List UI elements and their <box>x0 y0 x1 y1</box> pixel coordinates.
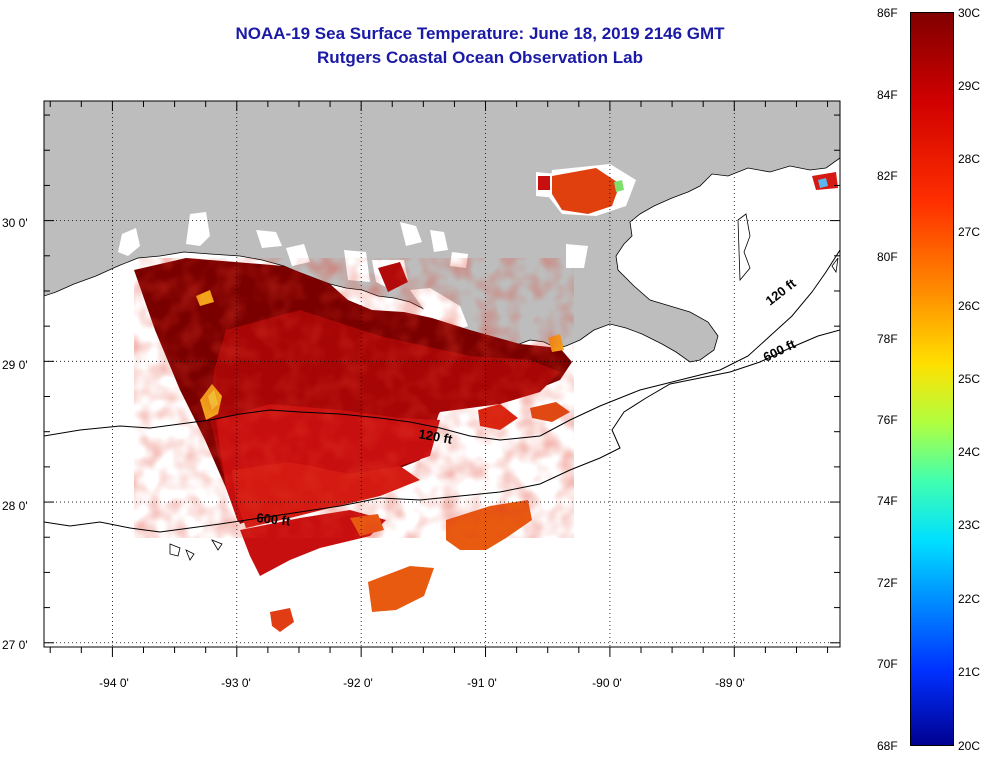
colorbar-c-label: 24C <box>958 445 981 459</box>
lake <box>640 232 742 300</box>
lat-label-27: 27 0' <box>2 638 28 652</box>
colorbar-f-label: 72F <box>877 576 898 590</box>
lon-label-92: -92 0' <box>343 676 373 690</box>
contour-120ft <box>44 249 840 441</box>
lake <box>118 228 140 256</box>
colorbar-c-label: 22C <box>958 592 981 606</box>
lat-label-30: 30 0' <box>2 216 28 230</box>
lon-label-91: -91 0' <box>467 676 497 690</box>
lake <box>744 180 840 286</box>
lake <box>400 222 422 246</box>
colorbar-f-label: 68F <box>877 739 898 753</box>
colorbar-f-label: 76F <box>877 413 898 427</box>
lon-label-90: -90 0' <box>592 676 622 690</box>
colorbar-c-label: 27C <box>958 225 981 239</box>
lon-label-93: -93 0' <box>221 676 251 690</box>
colorbar-f-label: 78F <box>877 332 898 346</box>
colorbar-c-label: 29C <box>958 79 981 93</box>
frame-ticks <box>44 101 840 657</box>
coast-island <box>169 213 839 561</box>
colorbar-c-label: 30C <box>958 6 981 20</box>
colorbar-c-label: 28C <box>958 152 981 166</box>
lat-label-29: 29 0' <box>2 358 28 372</box>
lat-label-28: 28 0' <box>2 499 28 513</box>
contour-label: 600 ft <box>256 510 292 529</box>
grid-lines <box>44 101 840 647</box>
contour-label: 120 ft <box>417 426 454 447</box>
colorbar-c-label: 23C <box>958 518 981 532</box>
lon-label-89: -89 0' <box>715 676 745 690</box>
temperature-colorbar <box>910 12 954 746</box>
colorbar-c-label: 26C <box>958 299 981 313</box>
colorbar-c-label: 20C <box>958 739 981 753</box>
colorbar-f-label: 86F <box>877 6 898 20</box>
colorbar-f-label: 84F <box>877 88 898 102</box>
colorbar-f-label: 80F <box>877 250 898 264</box>
colorbar-f-label: 70F <box>877 657 898 671</box>
lon-label-94: -94 0' <box>99 676 129 690</box>
title-line-1: NOAA-19 Sea Surface Temperature: June 18… <box>235 24 725 43</box>
lake <box>256 230 282 248</box>
colorbar-f-label: 74F <box>877 494 898 508</box>
sst-swath <box>134 168 838 632</box>
map-border <box>43 100 841 648</box>
contour-600ft <box>44 329 840 533</box>
map-title: NOAA-19 Sea Surface Temperature: June 18… <box>0 22 960 70</box>
colorbar-c-label: 25C <box>958 372 981 386</box>
title-line-2: Rutgers Coastal Ocean Observation Lab <box>317 48 643 67</box>
lake <box>430 230 448 252</box>
colorbar-f-label: 82F <box>877 169 898 183</box>
colorbar-c-label: 21C <box>958 665 981 679</box>
